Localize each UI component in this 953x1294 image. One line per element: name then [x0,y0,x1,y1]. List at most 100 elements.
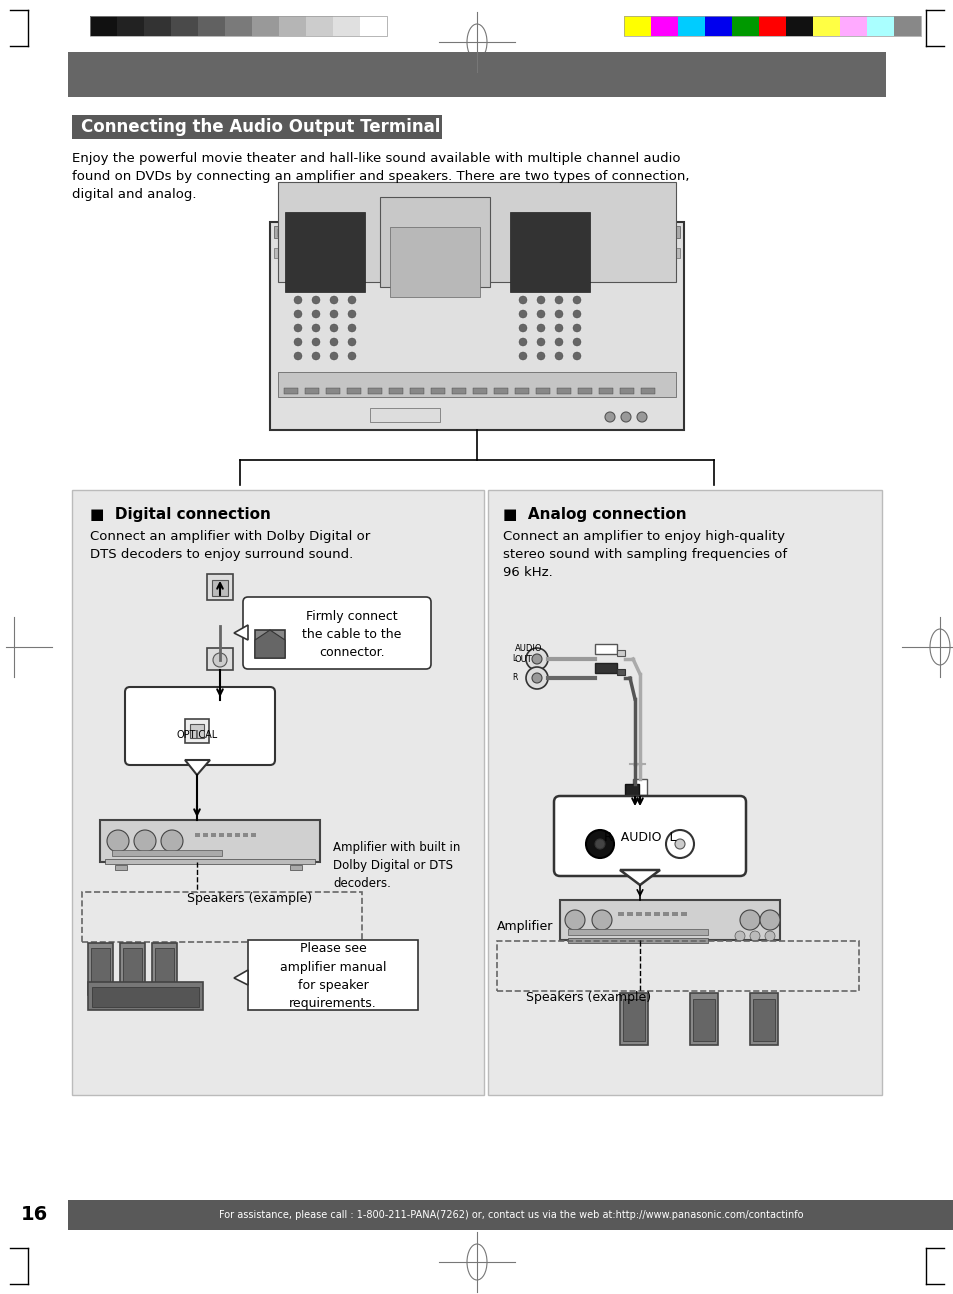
Bar [305,388,318,393]
Bar [198,16,225,36]
Circle shape [294,296,302,304]
Circle shape [518,352,526,360]
Bar [578,388,592,393]
Circle shape [537,311,544,318]
Bar [251,833,255,837]
Text: Please see
amplifier manual
for speaker
requirements.: Please see amplifier manual for speaker … [279,942,386,1009]
Bar [280,250,297,258]
Circle shape [764,930,774,941]
Bar [117,16,144,36]
Bar [225,16,252,36]
Bar [704,16,731,36]
Circle shape [330,311,337,318]
Bar [441,250,459,258]
Text: Firmly connect
the cable to the
connector.: Firmly connect the cable to the connecto… [302,611,401,660]
Bar [100,820,319,862]
Bar [379,197,490,287]
Bar [390,226,479,298]
Bar [497,941,858,991]
Circle shape [348,296,355,304]
Bar [494,388,507,393]
Bar [68,52,885,97]
Bar [154,949,173,990]
Bar [680,912,686,916]
Bar [274,248,679,258]
Bar [194,833,200,837]
Circle shape [555,352,562,360]
Bar [623,16,920,36]
Circle shape [555,296,562,304]
Circle shape [537,324,544,333]
Circle shape [312,338,319,345]
Circle shape [637,411,646,422]
Text: OPTICAL: OPTICAL [176,730,217,740]
Bar [633,779,646,795]
Circle shape [555,324,562,333]
Bar [274,226,679,238]
Text: Connecting the Audio Output Terminal: Connecting the Audio Output Terminal [81,118,440,136]
Circle shape [537,296,544,304]
Text: Enjoy the powerful movie theater and hall-like sound available with multiple cha: Enjoy the powerful movie theater and hal… [71,151,689,201]
Bar [248,939,417,1011]
Bar [333,16,359,36]
Circle shape [573,296,580,304]
Circle shape [573,338,580,345]
Bar [598,388,613,393]
Circle shape [294,338,302,345]
Text: Amplifier: Amplifier [497,920,553,933]
Bar [307,250,325,258]
Bar [326,388,339,393]
Bar [541,229,558,237]
Circle shape [330,324,337,333]
Circle shape [604,411,615,422]
FancyBboxPatch shape [554,796,745,876]
Bar [278,16,306,36]
Bar [473,388,486,393]
Bar [636,912,641,916]
Polygon shape [233,970,248,985]
Bar [662,912,668,916]
Bar [619,992,647,1046]
Bar [469,250,486,258]
Circle shape [161,829,183,851]
Text: Connect an amplifier to enjoy high-quality
stereo sound with sampling frequencie: Connect an amplifier to enjoy high-quali… [502,531,786,578]
Bar [105,859,314,864]
Text: AUDIO
OUT: AUDIO OUT [515,644,542,664]
Bar [619,388,634,393]
Bar [123,949,142,990]
Circle shape [312,352,319,360]
Bar [284,388,297,393]
Circle shape [665,829,693,858]
Circle shape [294,352,302,360]
Polygon shape [233,625,248,641]
Bar [71,115,441,138]
Bar [617,650,624,656]
Bar [190,725,204,738]
Bar [82,892,361,942]
Bar [759,16,785,36]
Bar [678,16,704,36]
Bar [731,16,759,36]
Bar [622,999,644,1040]
Bar [557,388,571,393]
Text: Speakers (example): Speakers (example) [525,991,651,1004]
Bar [640,388,655,393]
Bar [120,943,145,995]
Circle shape [555,311,562,318]
Circle shape [133,829,156,851]
Circle shape [595,839,604,849]
Bar [603,250,621,258]
Bar [565,229,581,237]
Text: For assistance, please call : 1-800-211-PANA(7262) or, contact us via the web at: For assistance, please call : 1-800-211-… [218,1210,802,1220]
Circle shape [734,930,744,941]
FancyBboxPatch shape [125,687,274,765]
Text: ■  Analog connection: ■ Analog connection [502,507,686,521]
FancyBboxPatch shape [243,597,431,669]
Circle shape [312,296,319,304]
Polygon shape [619,870,659,885]
Bar [203,833,208,837]
Bar [752,999,774,1040]
Bar [277,229,294,237]
Text: R: R [512,673,517,682]
Bar [638,229,654,237]
